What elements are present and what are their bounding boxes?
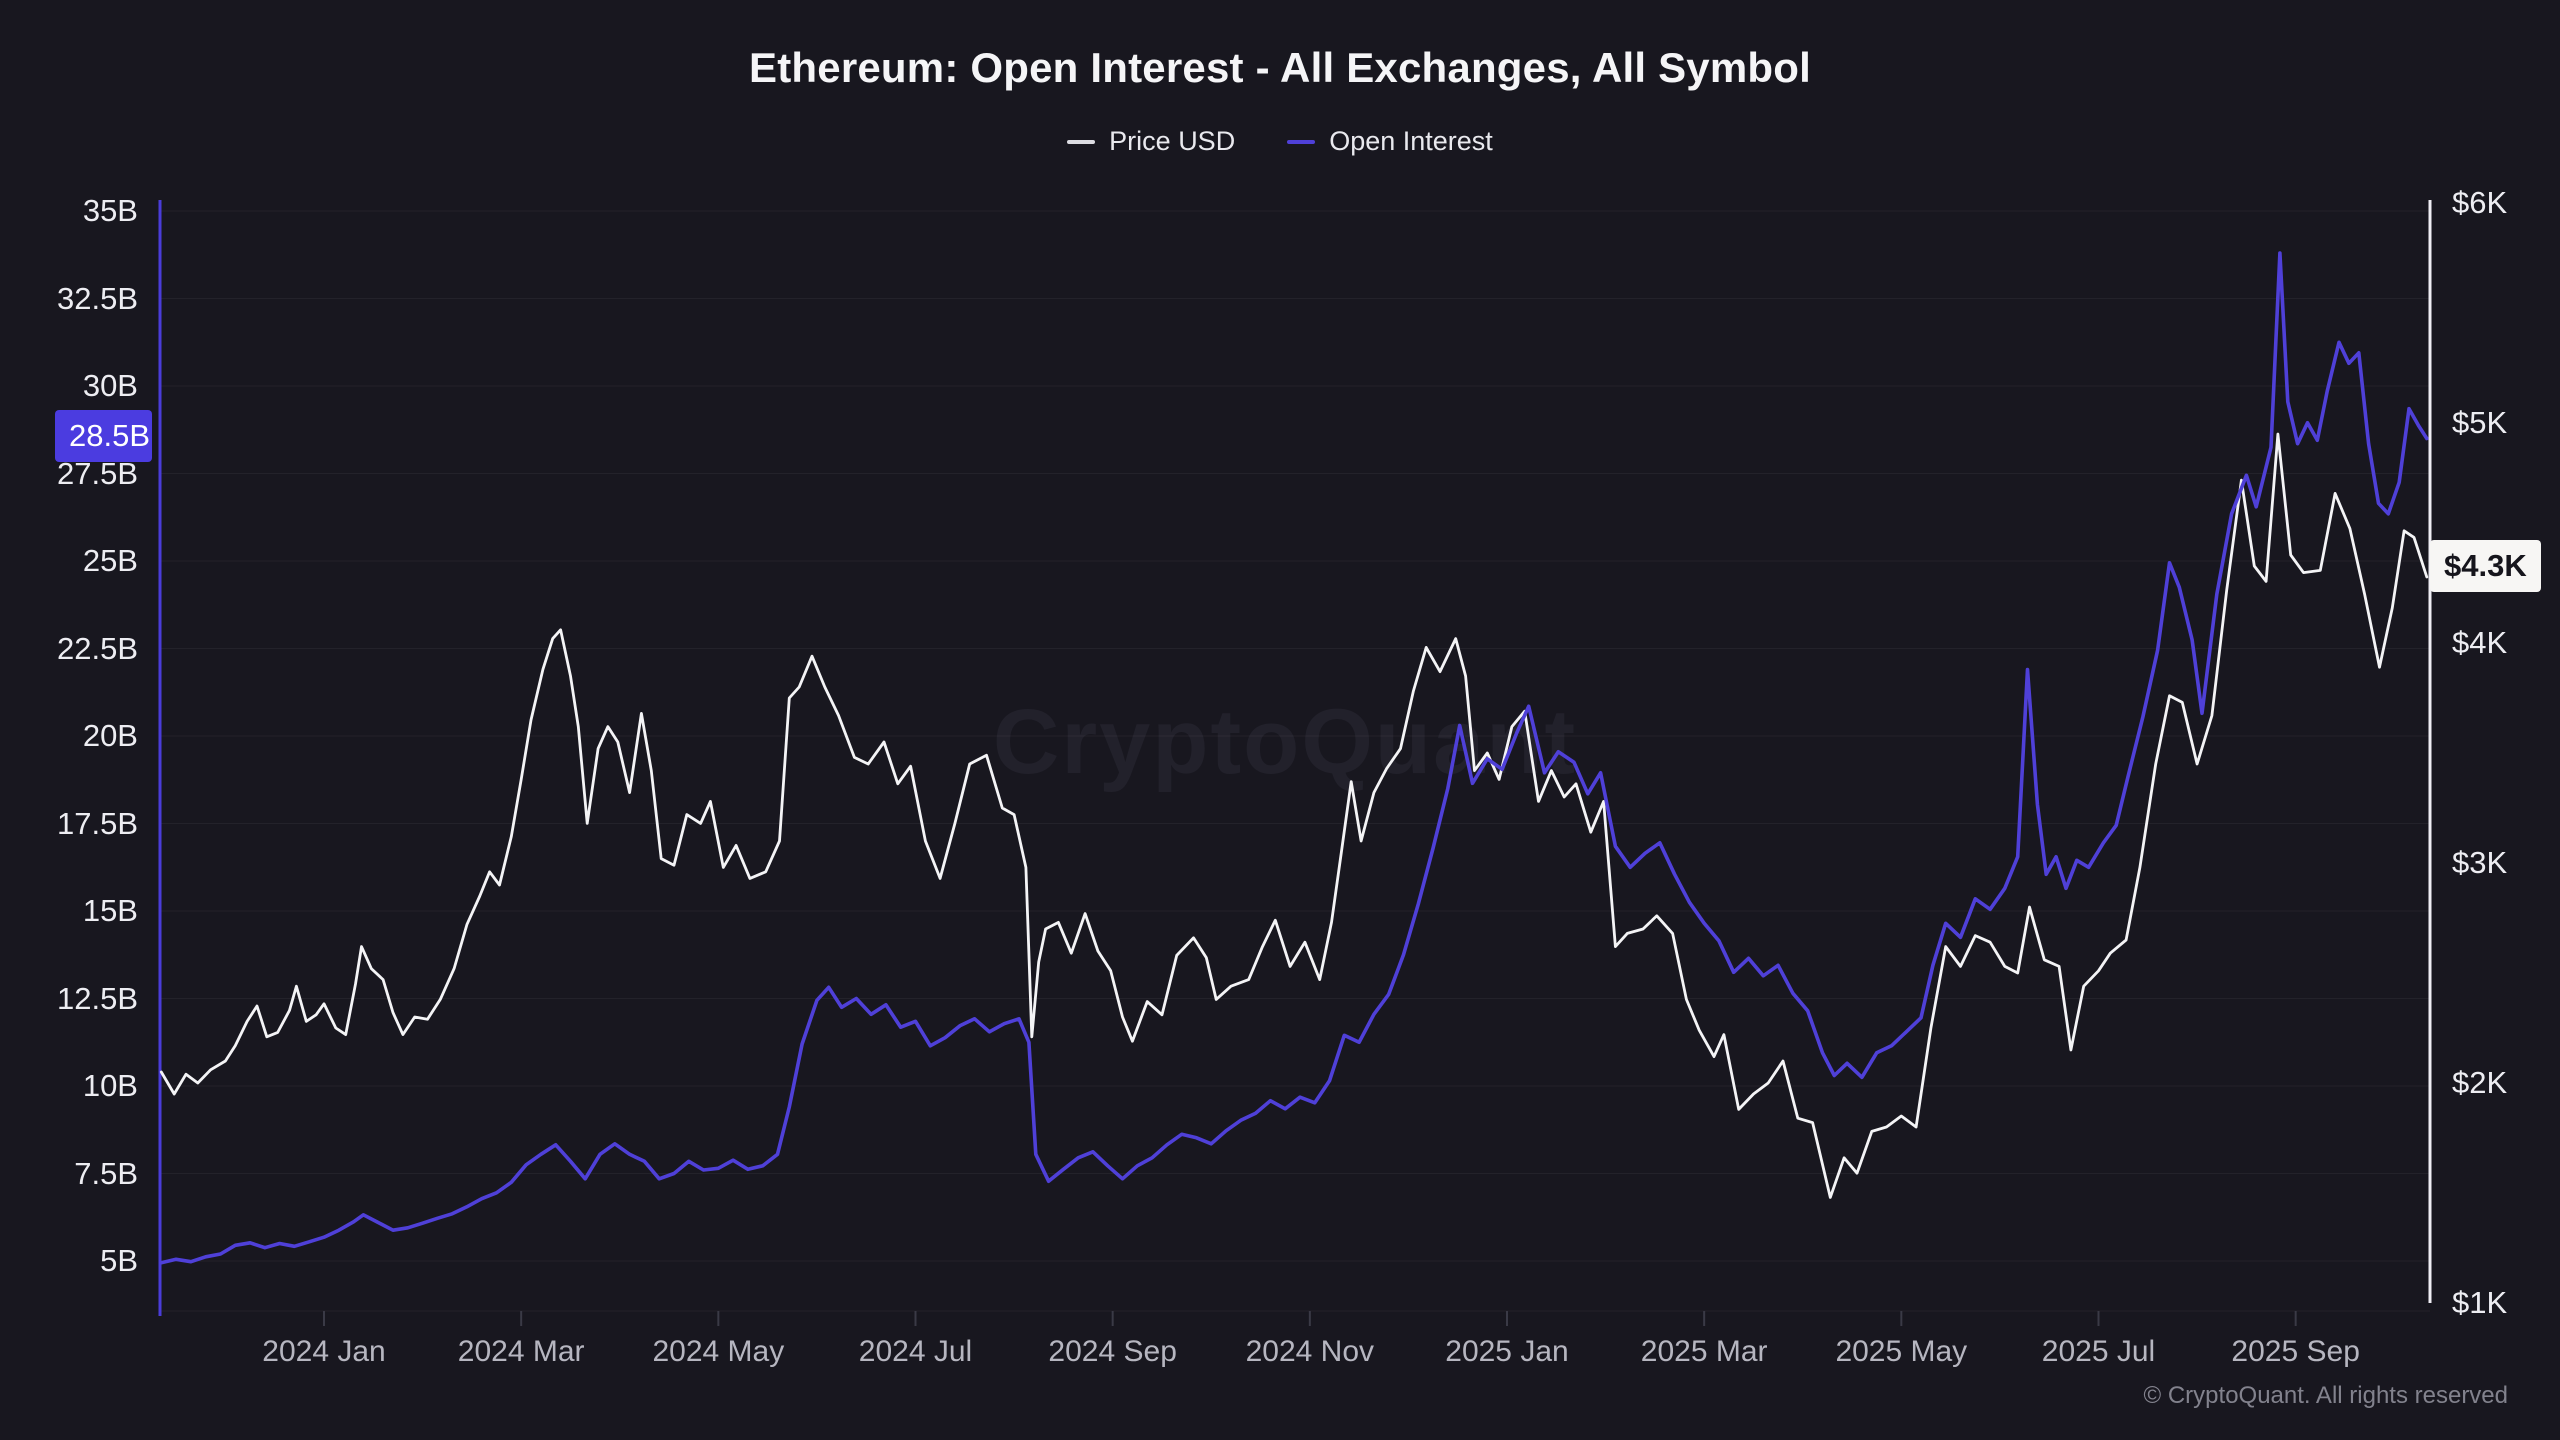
chart-title: Ethereum: Open Interest - All Exchanges,… [749,44,1811,91]
left-axis-tick-label: 30B [82,368,138,403]
left-axis-tick-label: 15B [82,893,138,928]
legend-label-open-interest: Open Interest [1329,126,1493,156]
right-axis-tick-label: $6K [2452,185,2508,220]
legend: Price USD Open Interest [0,126,2560,157]
price-usd-line [159,432,2429,1199]
left-axis-tick-label: 17.5B [56,805,138,841]
copyright-note: © CryptoQuant. All rights reserved [2143,1382,2509,1409]
right-axis-tick-label: $4K [2452,625,2508,660]
legend-item-open-interest[interactable]: Open Interest [1287,126,1493,157]
open-interest-current-value-badge: 28.5B [55,410,152,462]
x-axis-tick-label: 2024 Jan [262,1335,386,1368]
x-axis-tick-label: 2025 May [1835,1335,1968,1368]
x-axis-tick-label: 2025 Sep [2231,1335,2360,1368]
open-interest-line [159,251,2429,1265]
price-usd-line-swatch-icon [1067,139,1096,144]
left-axis-tick-label: 12.5B [56,980,138,1016]
left-axis-tick-label: 25B [82,543,138,578]
left-axis-tick-label: 22.5B [56,630,138,666]
left-axis-tick-label: 7.5B [74,1155,138,1191]
left-axis-tick-label: 5B [100,1243,138,1278]
open-interest-line-swatch-icon [1287,139,1316,144]
x-axis-tick-label: 2024 Nov [1245,1335,1375,1368]
legend-item-price-usd[interactable]: Price USD [1067,126,1235,157]
x-axis-tick-label: 2025 Jul [2041,1335,2156,1368]
right-axis-tick-label: $5K [2452,405,2508,440]
x-axis-tick-label: 2024 Mar [457,1335,585,1368]
left-axis-tick-label: 20B [82,718,138,753]
legend-label-price-usd: Price USD [1109,126,1236,156]
right-axis-tick-label: $2K [2452,1065,2508,1100]
left-axis-tick-label: 10B [82,1068,138,1103]
x-axis-tick-label: 2024 Jul [858,1335,973,1368]
x-axis-tick-label: 2024 Sep [1048,1335,1177,1368]
right-axis-tick-label: $3K [2452,845,2508,880]
x-axis-tick-label: 2024 May [652,1335,785,1368]
x-axis-tick-label: 2025 Jan [1445,1335,1569,1368]
left-axis-tick-label: 32.5B [56,280,138,316]
price-current-value-badge: $4.3K [2430,540,2541,592]
x-axis-tick-label: 2025 Mar [1640,1335,1768,1368]
left-axis-tick-label: 35B [82,193,138,228]
right-axis-tick-label: $1K [2452,1285,2508,1320]
